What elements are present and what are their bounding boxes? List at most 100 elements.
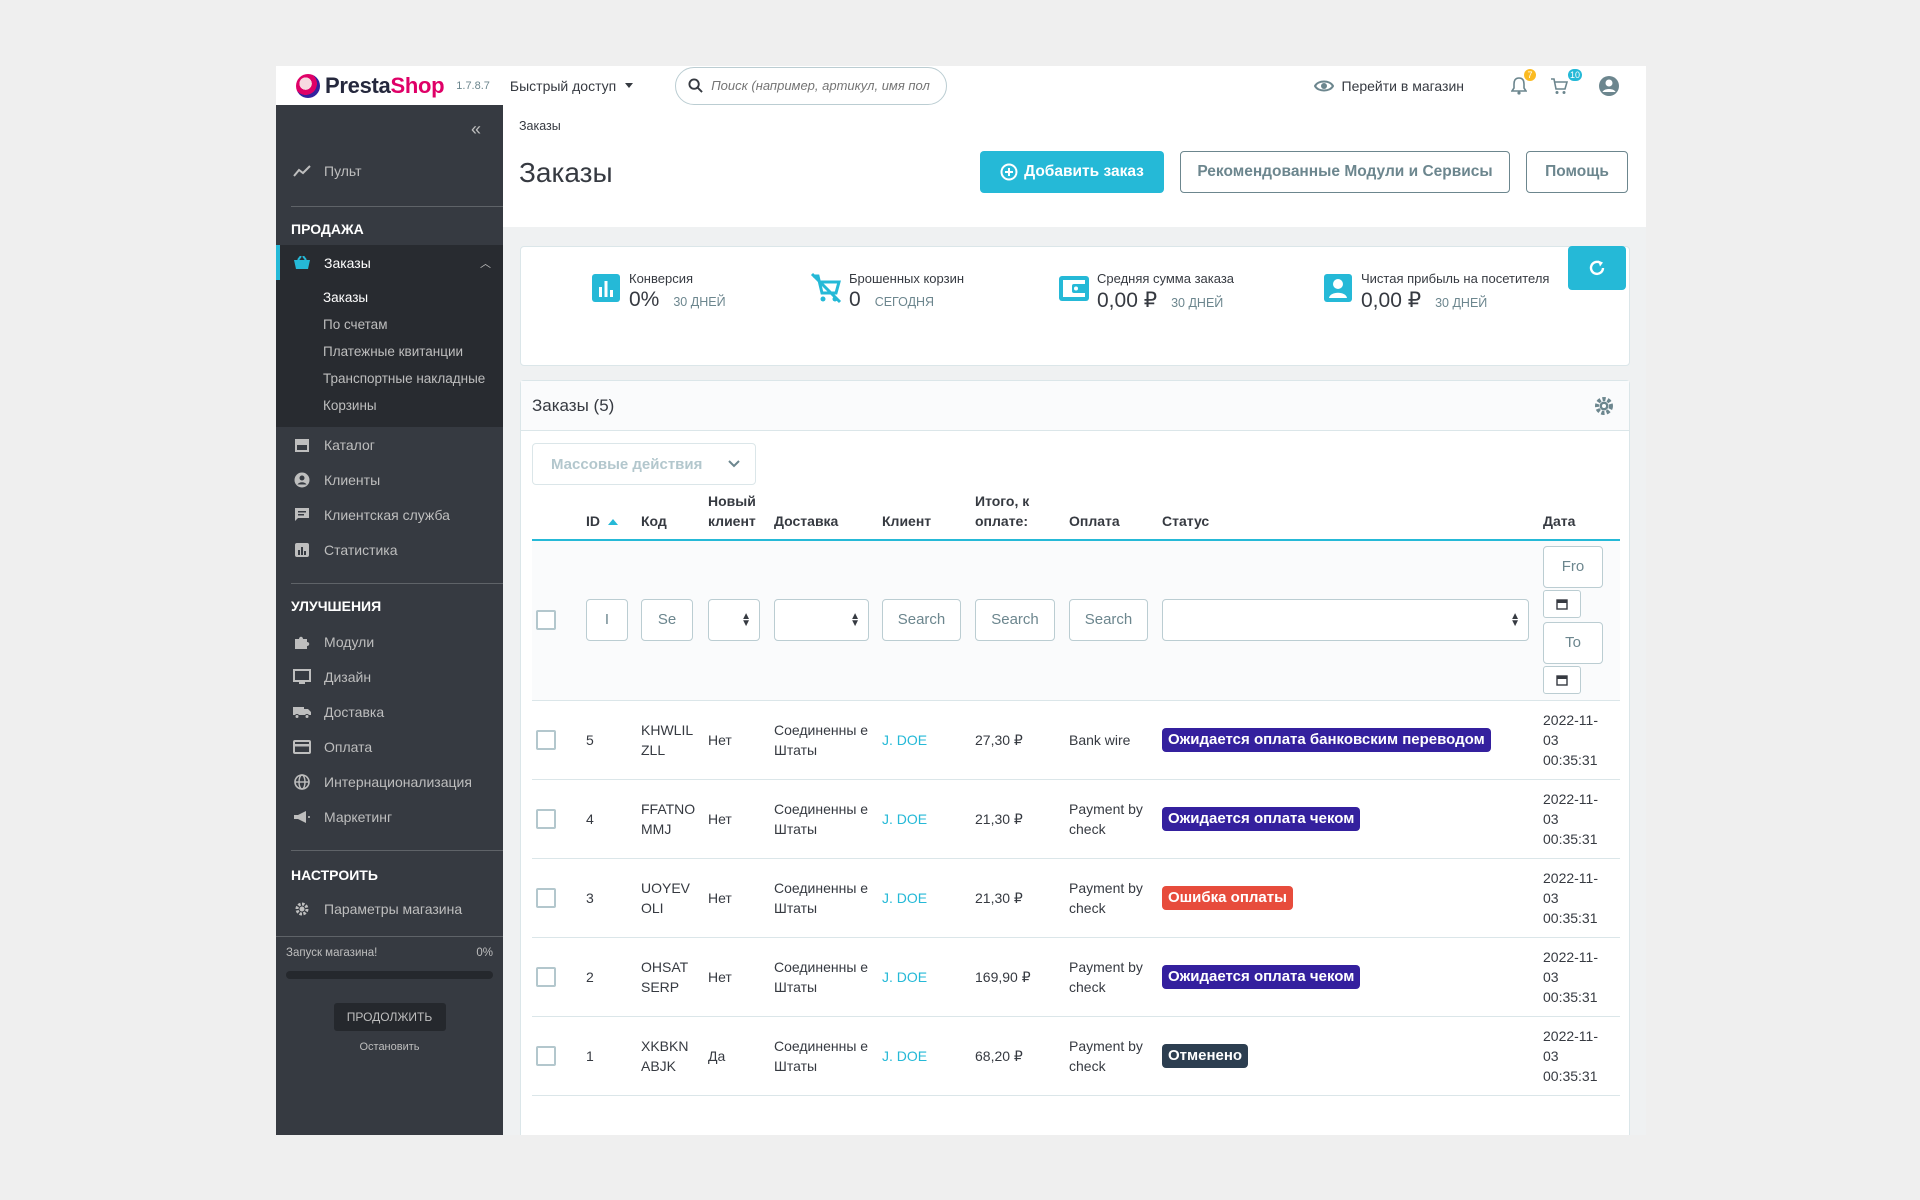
sidebar-subitem-credit-slips[interactable]: Платежные квитанции [323, 344, 464, 359]
basket-icon [292, 255, 312, 270]
row-checkbox[interactable] [536, 966, 556, 987]
logo-text: PrestaShop [325, 72, 445, 99]
sidebar-item-customer-service[interactable]: Клиентская служба [276, 497, 503, 532]
sidebar-section-sell: Продажа [291, 221, 364, 237]
breadcrumb[interactable]: Заказы [519, 119, 561, 133]
view-shop-link[interactable]: Перейти в магазин [1313, 78, 1464, 94]
kpi-average-order[interactable]: Средняя сумма заказа 0,00 ₽ 30 ДНЕЙ [1057, 271, 1234, 313]
sidebar-subitem-delivery-slips[interactable]: Транспортные накладные [323, 371, 486, 386]
sidebar-orders-group: Заказы ︿ Заказы По счетам Платежные квит… [276, 245, 503, 427]
bulk-actions-dropdown[interactable]: Массовые действия [532, 443, 756, 485]
row-checkbox[interactable] [536, 729, 556, 750]
logo-text-shop: Shop [390, 72, 445, 98]
cell-new-client: Нет [704, 937, 770, 1017]
status-badge[interactable]: Ошибка оплаты [1162, 885, 1293, 910]
stop-link[interactable]: Остановить [359, 1041, 420, 1053]
row-checkbox[interactable] [536, 808, 556, 829]
cell-date: 2022-11- 03 00:35:31 [1539, 779, 1620, 859]
table-row[interactable]: 1 XKBKN ABJK Да Соединенны е Штаты J. DOE 68,… [532, 1016, 1620, 1096]
sidebar-item-catalog[interactable]: Каталог [276, 427, 503, 462]
kpi-conversion[interactable]: Конверсия 0% 30 ДНЕЙ [589, 271, 726, 312]
sort-asc-icon[interactable] [608, 519, 618, 526]
status-badge[interactable]: Ожидается оплата чеком [1162, 806, 1361, 831]
cell-new-client: Да [704, 1016, 770, 1096]
search-input[interactable] [711, 78, 932, 93]
customer-link[interactable]: J. DOE [882, 810, 928, 827]
recommended-modules-button[interactable]: Рекомендованные Модули и Сервисы [1180, 151, 1510, 193]
row-checkbox[interactable] [536, 887, 556, 908]
cell-payment: Payment by check [1065, 937, 1158, 1017]
sidebar-item-stats[interactable]: Статистика [276, 532, 503, 567]
col-date[interactable]: Дата [1539, 491, 1620, 541]
sidebar-item-payment[interactable]: Оплата [276, 729, 503, 764]
customer-link[interactable]: J. DOE [882, 731, 928, 748]
customer-link[interactable]: J. DOE [882, 968, 928, 985]
table-row[interactable]: 4 FFATNO MMJ Нет Соединенны е Штаты J. DOE 21… [532, 779, 1620, 859]
sidebar-item-dashboard[interactable]: Пульт [276, 153, 503, 188]
notifications-button[interactable]: 7 [1508, 68, 1536, 97]
kpi-net-profit[interactable]: Чистая прибыль на посетителя 0,00 ₽ 30 ДН… [1321, 271, 1549, 313]
filter-new-client-select[interactable]: ▲ ▼ [708, 599, 760, 642]
filter-delivery-select[interactable]: ▲ ▼ [774, 599, 869, 642]
quick-access-dropdown[interactable]: Быстрый доступ [510, 78, 634, 94]
status-badge[interactable]: Ожидается оплата банковским переводом [1162, 727, 1491, 752]
date-from-calendar-button[interactable] [1543, 590, 1581, 619]
col-new-client[interactable]: Новый клиент [704, 491, 770, 541]
row-checkbox[interactable] [536, 1045, 556, 1066]
top-header: PrestaShop 1.7.8.7 Быстрый доступ Перейт… [276, 66, 1646, 105]
col-payment[interactable]: Оплата [1065, 491, 1158, 541]
continue-button[interactable]: ПРОДОЛЖИТЬ [333, 1003, 446, 1031]
cell-payment: Payment by check [1065, 858, 1158, 938]
col-id[interactable]: ID [582, 491, 637, 541]
kpi-abandoned-carts[interactable]: Брошенных корзин 0 СЕГОДНЯ [809, 271, 964, 312]
grid-settings-button[interactable] [1593, 395, 1615, 420]
notifications-badge: 7 [1524, 68, 1536, 81]
customer-link[interactable]: J. DOE [882, 1047, 928, 1064]
sidebar-subitem-orders[interactable]: Заказы [323, 290, 369, 305]
col-delivery[interactable]: Доставка [770, 491, 878, 541]
filter-id-input[interactable]: I [586, 599, 628, 642]
filter-date-to-input[interactable]: To [1543, 622, 1603, 665]
add-order-button[interactable]: Добавить заказ [980, 151, 1164, 193]
col-status[interactable]: Статус [1158, 491, 1539, 541]
chevron-up-icon: ︿ [480, 257, 491, 270]
filter-date-from-input[interactable]: Fro [1543, 546, 1603, 589]
sidebar-item-orders[interactable]: Заказы ︿ [276, 245, 503, 280]
refresh-kpi-button[interactable] [1568, 246, 1626, 290]
table-row[interactable]: 5 KHWLIL ZLL Нет Соединенны е Штаты J. DOE 27… [532, 700, 1620, 780]
collapse-sidebar-icon[interactable]: « [470, 119, 481, 139]
status-badge[interactable]: Отменено [1162, 1043, 1249, 1068]
sidebar-item-shop-parameters[interactable]: Параметры магазина [276, 891, 503, 926]
col-code[interactable]: Код [637, 491, 704, 541]
remove-cart-icon [809, 271, 843, 305]
gear-icon [1595, 397, 1613, 415]
filter-total-input[interactable]: Search [975, 599, 1055, 642]
filter-status-select[interactable]: ▲ ▼ [1162, 599, 1529, 642]
prestashop-logo[interactable]: PrestaShop [296, 72, 445, 99]
date-to-calendar-button[interactable] [1543, 666, 1581, 695]
orders-notif-button[interactable]: 10 [1548, 68, 1582, 97]
filter-customer-input[interactable]: Search [882, 599, 961, 642]
col-total[interactable]: Итого, к оплате: [971, 491, 1065, 541]
filter-code-input[interactable]: Se [641, 599, 693, 642]
sidebar-subitem-carts[interactable]: Корзины [323, 398, 377, 413]
sidebar-item-design[interactable]: Дизайн [276, 659, 503, 694]
sidebar-item-international[interactable]: Интернационализация [276, 764, 503, 799]
table-row[interactable]: 2 OHSAT SERP Нет Соединенны е Штаты J. DOE 16… [532, 937, 1620, 1017]
select-all-checkbox[interactable] [536, 610, 556, 631]
help-button[interactable]: Помощь [1526, 151, 1628, 193]
grid-title: Заказы (5) [532, 395, 615, 415]
table-row[interactable]: 3 UOYEV OLI Нет Соединенны е Штаты J. DOE 21,… [532, 858, 1620, 938]
search-box[interactable] [675, 66, 948, 105]
customer-link[interactable]: J. DOE [882, 889, 928, 906]
sidebar-subitem-invoices[interactable]: По счетам [323, 317, 388, 332]
account-button[interactable] [1598, 75, 1620, 97]
col-customer[interactable]: Клиент [878, 491, 971, 541]
sidebar-item-shipping[interactable]: Доставка [276, 694, 503, 729]
sidebar-item-modules[interactable]: Модули [276, 624, 503, 659]
sidebar-item-marketing[interactable]: Маркетинг [276, 799, 503, 834]
status-badge[interactable]: Ожидается оплата чеком [1162, 964, 1361, 989]
cell-id: 4 [582, 779, 637, 859]
filter-payment-input[interactable]: Search [1069, 599, 1148, 642]
sidebar-item-customers[interactable]: Клиенты [276, 462, 503, 497]
